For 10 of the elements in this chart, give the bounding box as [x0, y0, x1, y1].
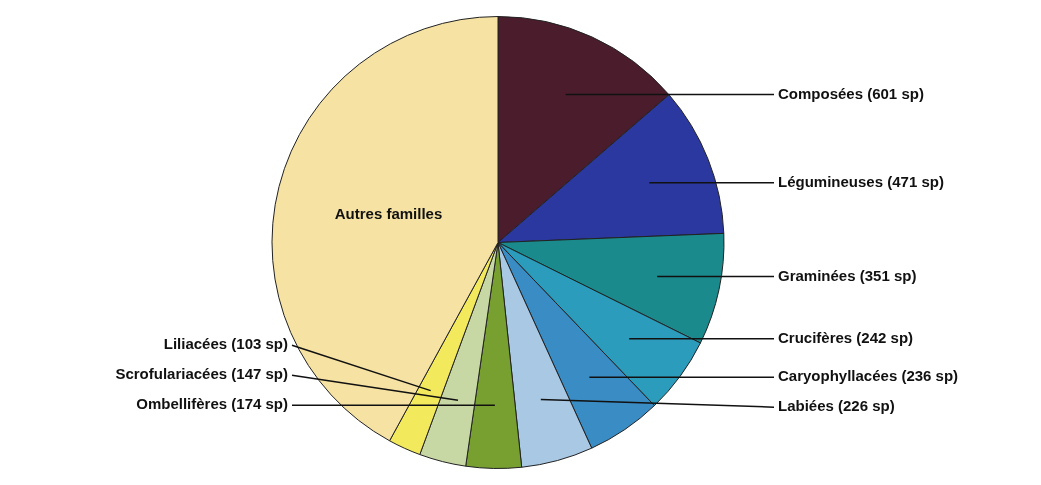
slice-label: Labiées (226 sp)	[778, 397, 895, 415]
slice-label: Graminées (351 sp)	[778, 266, 917, 284]
slice-label: Composées (601 sp)	[778, 84, 924, 102]
slice-label: Autres familles	[334, 204, 443, 222]
slice-label: Crucifères (242 sp)	[778, 328, 914, 346]
slice-label: Liliacées (103 sp)	[163, 335, 288, 353]
slice-label: Légumineuses (471 sp)	[778, 172, 944, 190]
slice-label: Scrofulariacées (147 sp)	[115, 365, 288, 383]
slice-label: Ombellifères (174 sp)	[136, 395, 288, 413]
slice-label: Caryophyllacées (236 sp)	[778, 367, 959, 385]
